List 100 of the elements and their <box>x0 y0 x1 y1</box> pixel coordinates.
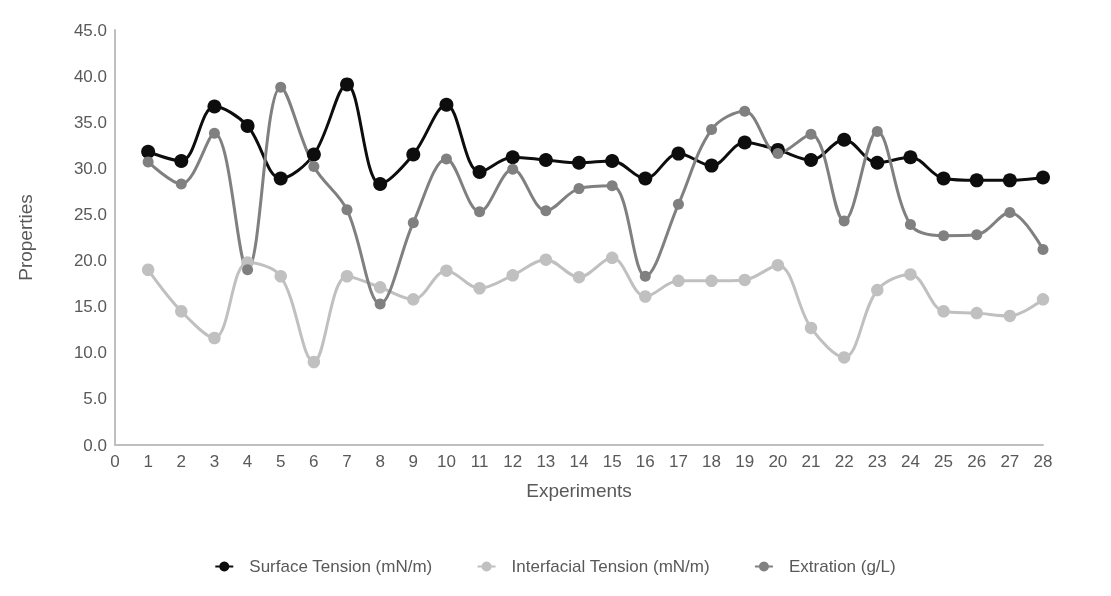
x-tick-label: 1 <box>143 452 153 471</box>
point <box>837 132 852 147</box>
point <box>440 264 453 277</box>
point <box>572 155 586 170</box>
x-tick-label: 11 <box>470 452 489 471</box>
point <box>507 163 519 175</box>
point <box>242 264 254 276</box>
point <box>871 125 883 137</box>
x-tick-label: 25 <box>934 452 954 471</box>
x-axis-title: Experiments <box>526 480 632 501</box>
x-tick-label: 15 <box>602 452 622 471</box>
x-tick-label: 24 <box>900 452 920 471</box>
point <box>373 177 388 192</box>
point <box>374 298 386 310</box>
x-tick-label: 22 <box>834 452 854 471</box>
x-tick-label: 16 <box>635 452 655 471</box>
point <box>540 205 552 217</box>
point <box>473 281 486 295</box>
x-tick-label: 5 <box>275 452 286 471</box>
point <box>1037 243 1049 255</box>
point <box>971 229 983 241</box>
point <box>341 204 353 216</box>
point <box>141 263 155 277</box>
x-tick-label: 23 <box>867 452 887 471</box>
point <box>605 153 620 168</box>
point <box>1036 170 1050 185</box>
point <box>207 99 222 114</box>
y-tick-label: 35.0 <box>73 112 107 132</box>
point <box>175 305 188 318</box>
x-tick-label: 3 <box>209 452 220 471</box>
x-tick-label: 10 <box>436 452 456 471</box>
point <box>739 105 751 117</box>
point <box>672 198 684 210</box>
point <box>539 253 553 266</box>
point <box>969 173 984 188</box>
x-tick-label: 13 <box>536 452 556 471</box>
point <box>1036 293 1050 306</box>
x-tick-label: 21 <box>801 452 821 471</box>
x-tick-label: 18 <box>702 452 722 471</box>
y-tick-label: 5.0 <box>83 389 107 409</box>
point <box>639 290 652 303</box>
point <box>938 230 950 242</box>
x-tick-label: 17 <box>668 452 688 471</box>
point <box>506 269 519 282</box>
point <box>572 270 586 284</box>
point <box>639 270 651 282</box>
point <box>306 147 321 162</box>
y-tick-label: 0.0 <box>83 435 107 455</box>
point <box>804 153 818 168</box>
x-tick-label: 28 <box>1033 452 1053 471</box>
x-tick-label: 12 <box>503 452 523 471</box>
point <box>407 293 420 306</box>
point <box>671 146 686 161</box>
point <box>737 135 752 150</box>
point <box>573 183 585 195</box>
point <box>440 153 452 165</box>
point <box>407 217 419 229</box>
point <box>340 77 354 92</box>
point <box>307 355 321 369</box>
point <box>937 305 950 318</box>
point <box>274 269 287 283</box>
y-tick-label: 40.0 <box>73 66 107 86</box>
point <box>870 155 885 170</box>
x-tick-label: 7 <box>342 452 352 471</box>
x-tick-label: 4 <box>242 452 253 471</box>
point <box>771 258 785 272</box>
point <box>1004 207 1016 219</box>
point <box>439 97 454 112</box>
point <box>275 81 287 93</box>
point <box>273 171 288 186</box>
point <box>141 144 156 159</box>
point <box>672 274 685 288</box>
point <box>706 124 718 136</box>
point <box>406 147 421 162</box>
legend-label: Interfacial Tension (mN/m) <box>511 557 710 576</box>
point <box>308 160 320 172</box>
point <box>340 269 354 283</box>
point <box>904 268 917 281</box>
point <box>142 156 154 168</box>
point <box>606 180 618 192</box>
x-tick-label: 2 <box>176 452 187 471</box>
x-tick-label: 8 <box>375 452 385 471</box>
x-tick-label: 6 <box>309 452 319 471</box>
point <box>538 153 553 168</box>
point <box>904 219 916 231</box>
point <box>936 171 951 186</box>
x-tick-label: 19 <box>735 452 755 471</box>
point <box>208 127 220 139</box>
point <box>208 331 221 345</box>
y-tick-label: 25.0 <box>73 204 107 224</box>
point <box>871 283 884 297</box>
y-tick-label: 15.0 <box>73 297 107 317</box>
point <box>837 351 851 364</box>
point <box>903 150 918 165</box>
legend-label: Surface Tension (mN/m) <box>249 557 433 576</box>
point <box>1003 309 1017 323</box>
point <box>472 165 487 180</box>
point <box>804 321 818 335</box>
point <box>174 153 189 168</box>
x-tick-label: 26 <box>967 452 987 471</box>
